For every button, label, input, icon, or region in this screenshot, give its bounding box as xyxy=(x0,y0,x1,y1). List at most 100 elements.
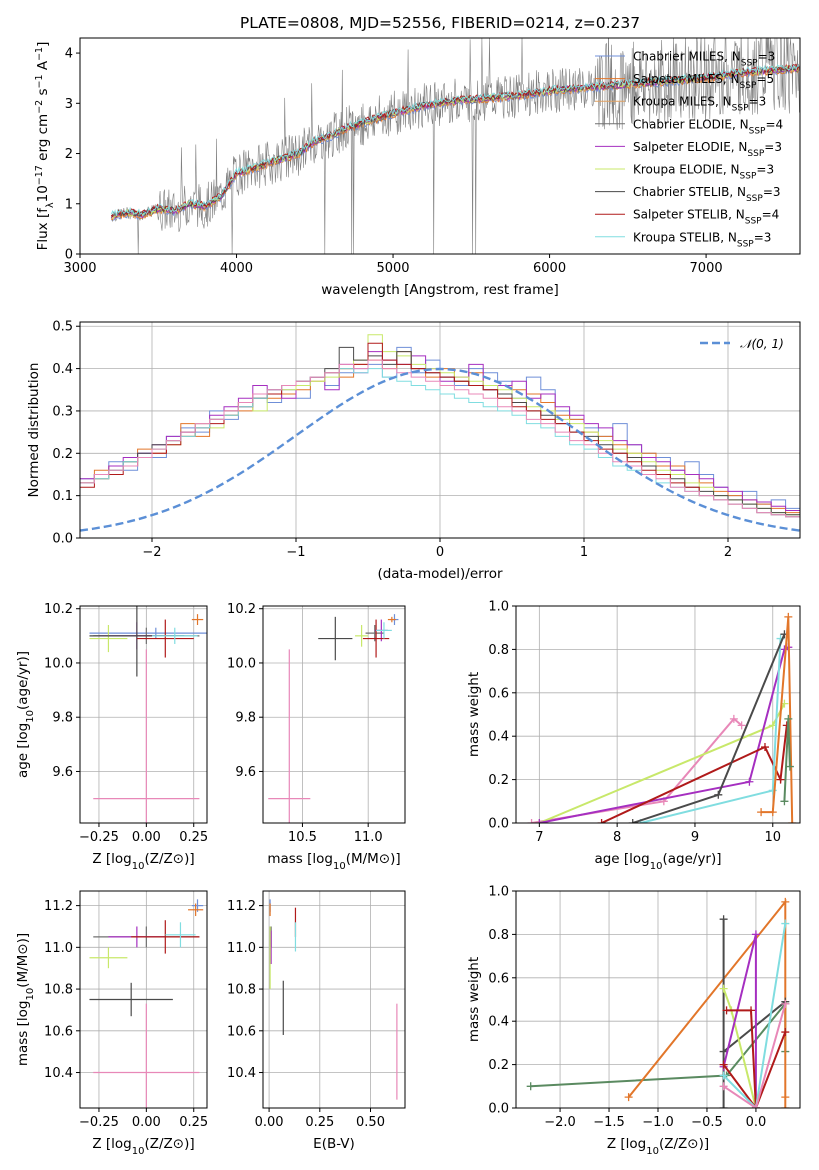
histogram-line xyxy=(80,346,800,518)
z-mass-panel: −0.25 0.00 0.25 10.4 10.6 10.8 11.0 11.2 Z [log1… xyxy=(15,890,208,1157)
weight-marker xyxy=(628,819,637,823)
observed-spectrum-line xyxy=(111,38,800,254)
axes-frame xyxy=(262,890,406,1109)
y-tick-label: 0.4 xyxy=(52,362,73,377)
z-age-panel: −0.25 0.00 0.25 9.6 9.8 10.0 10.2 Z [log10(Z/Z⊙… xyxy=(15,602,208,872)
histogram-line xyxy=(80,359,800,520)
y-tick-label: 0.2 xyxy=(52,447,73,462)
y-tick-label: 0.1 xyxy=(52,489,73,504)
y-tick-label: 0.0 xyxy=(488,817,509,832)
y-tick-label: 0 xyxy=(65,248,73,263)
legend-label: Kroupa MILES, NSSP=3 xyxy=(633,95,766,114)
x-tick-label: 6000 xyxy=(533,261,566,276)
x-tick-label: 7000 xyxy=(690,261,723,276)
x-tick-label: 9 xyxy=(691,830,699,845)
y-tick-label: 0.6 xyxy=(488,686,509,701)
weight-marker xyxy=(781,1104,790,1108)
weight-marker xyxy=(527,819,536,823)
y-tick-label: 9.6 xyxy=(235,765,256,780)
weight-marker xyxy=(719,1082,728,1091)
axes-frame xyxy=(262,605,406,824)
x-tick-label: −1 xyxy=(286,545,305,560)
y-tick-label: 0.4 xyxy=(488,1015,509,1030)
y-tick-label: 9.8 xyxy=(52,711,73,726)
y-tick-label: 0.8 xyxy=(488,928,509,943)
y-tick-label: 3 xyxy=(65,97,73,112)
weight-marker xyxy=(781,999,790,1008)
y-tick-label: 0.3 xyxy=(52,404,73,419)
x-tick-label: −1.0 xyxy=(642,1115,674,1130)
x-axis-label: Z [log10(Z/Z⊙)] xyxy=(92,1136,194,1157)
histogram-line xyxy=(80,346,800,514)
x-axis-label: Z [log10(Z/Z⊙)] xyxy=(92,851,194,872)
y-tick-label: 10.0 xyxy=(44,656,73,671)
y-tick-label: 10.8 xyxy=(44,983,73,998)
weight-line xyxy=(761,616,794,823)
y-tick-label: 0.4 xyxy=(488,730,509,745)
weight-marker xyxy=(722,1006,731,1015)
weight-marker xyxy=(597,819,606,823)
x-tick-label: 0.50 xyxy=(356,1115,385,1130)
x-tick-label: 4000 xyxy=(220,261,253,276)
weight-marker xyxy=(784,714,793,723)
residuals-panel: −2 −1 0 1 2 0.0 0.1 0.2 0.3 0.4 0.5 𝒩(0, 1) (data-mo… xyxy=(26,320,801,582)
weight-line xyxy=(632,633,786,823)
spectrum-panel: 3000 4000 5000 6000 7000 0 1 2 3 4 Chabrier MILES,… xyxy=(34,37,801,298)
y-axis-label: mass weight xyxy=(466,957,482,1042)
y-tick-label: 4 xyxy=(65,47,73,62)
y-tick-label: 0.2 xyxy=(488,1058,509,1073)
legend-label: Chabrier ELODIE, NSSP=4 xyxy=(633,117,783,136)
legend-label: Chabrier STELIB, NSSP=3 xyxy=(633,185,781,204)
x-tick-label: 0.00 xyxy=(132,830,161,845)
weight-marker xyxy=(781,1028,790,1037)
weight-marker xyxy=(776,775,785,784)
y-axis-label: mass weight xyxy=(466,672,482,757)
weight-marker xyxy=(768,808,777,817)
legend-label: Salpeter STELIB, NSSP=4 xyxy=(633,208,779,227)
x-tick-label: 11.0 xyxy=(354,830,383,845)
y-tick-label: 11.2 xyxy=(227,899,256,914)
histogram-line xyxy=(80,351,800,514)
x-tick-label: 0.00 xyxy=(132,1115,161,1130)
x-tick-label: 1 xyxy=(580,545,588,560)
axes-frame xyxy=(515,605,801,824)
weight-marker xyxy=(751,930,760,939)
y-tick-label: 10.6 xyxy=(44,1024,73,1039)
x-tick-label: 0.25 xyxy=(305,1115,334,1130)
x-tick-label: −1.5 xyxy=(593,1115,625,1130)
legend-label: Chabrier MILES, NSSP=3 xyxy=(633,50,775,69)
weight-marker xyxy=(719,1071,728,1080)
weight-marker xyxy=(788,819,797,823)
y-tick-label: 9.6 xyxy=(52,765,73,780)
y-tick-label: 2 xyxy=(65,147,73,162)
y-tick-label: 1 xyxy=(65,197,73,212)
weight-marker xyxy=(784,612,793,621)
y-tick-label: 10.8 xyxy=(227,983,256,998)
weight-line xyxy=(601,725,788,823)
x-axis-label: Z [log10(Z/Z⊙)] xyxy=(607,1136,709,1157)
x-tick-label: 2 xyxy=(724,545,732,560)
weight-marker xyxy=(785,762,794,771)
x-tick-label: 0.00 xyxy=(255,1115,284,1130)
y-axis-label: age [log10(age/yr)] xyxy=(15,651,36,778)
weight-marker xyxy=(781,1093,790,1102)
age-weight-panel: 7 8 9 10 0.0 0.2 0.4 0.6 0.8 1.0 age [log10(age/yr… xyxy=(466,600,801,872)
y-tick-label: 0.0 xyxy=(52,532,73,547)
y-tick-label: 0.6 xyxy=(488,971,509,986)
x-tick-label: 7 xyxy=(535,830,543,845)
y-axis-label: mass [log10(M/M⊙)] xyxy=(15,933,36,1066)
x-tick-label: −2 xyxy=(142,545,161,560)
histogram-line xyxy=(80,351,800,514)
y-axis-label: Normed distribution xyxy=(26,363,42,498)
axes-frame xyxy=(79,890,208,1109)
weight-marker xyxy=(719,915,728,924)
x-tick-label: 10.5 xyxy=(288,830,317,845)
histogram-line xyxy=(80,368,800,520)
weight-marker xyxy=(535,819,544,823)
y-tick-label: 10.4 xyxy=(227,1066,256,1081)
legend-label: Kroupa STELIB, NSSP=3 xyxy=(633,230,771,249)
x-axis-label: (data-model)/error xyxy=(377,566,503,582)
y-tick-label: 11.0 xyxy=(227,941,256,956)
ebv-mass-panel: 0.00 0.25 0.50 10.4 10.6 10.8 11.0 11.2 E(B-V) xyxy=(227,890,406,1152)
